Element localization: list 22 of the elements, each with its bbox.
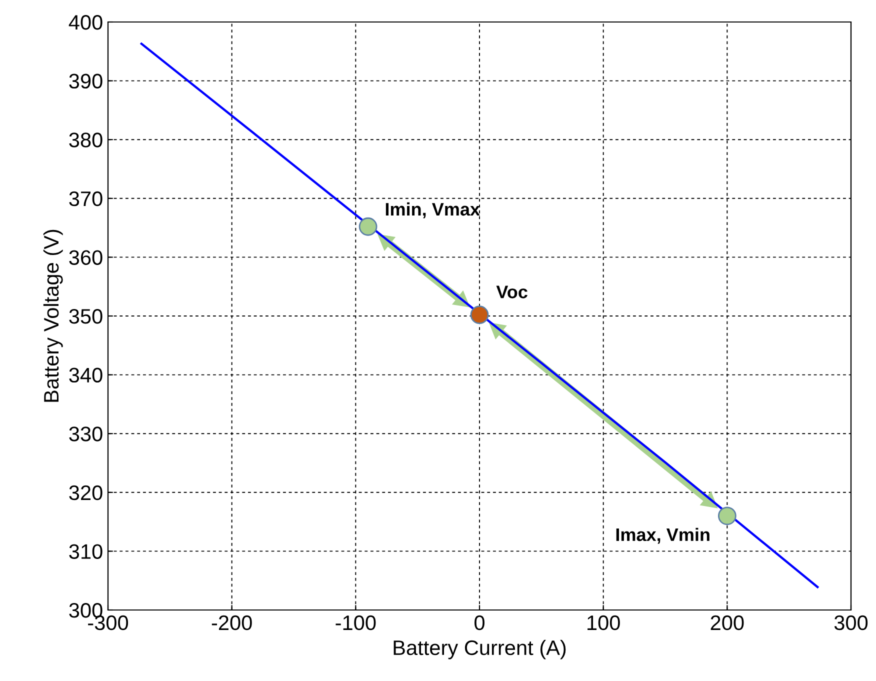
y-tick-label: 330 <box>69 426 102 442</box>
annotation: Imax, Vmin <box>616 528 710 544</box>
y-tick-label: 370 <box>69 191 102 206</box>
x-axis-title: Battery Current (A) <box>394 640 566 660</box>
x-tick-label: -100 <box>336 615 376 630</box>
line-series <box>140 42 819 588</box>
y-tick-label: 390 <box>69 74 102 89</box>
y-tick-label: 380 <box>69 132 102 148</box>
x-tick-label: -200 <box>212 615 252 630</box>
x-tick-label: 0 <box>474 615 484 630</box>
y-tick-label: 320 <box>69 485 102 500</box>
y-tick-label: 400 <box>68 15 102 30</box>
y-axis-title: Battery Voltage (V) <box>43 230 63 402</box>
y-tick-label: 360 <box>69 250 102 265</box>
annotation: Imin, Vmax <box>386 202 480 218</box>
x-tick-label: 200 <box>710 615 744 630</box>
y-tick-label: 340 <box>69 368 102 383</box>
x-tick-label: 100 <box>588 615 620 630</box>
y-tick-label: 310 <box>69 544 102 559</box>
annotation: Voc <box>496 286 528 298</box>
x-tick-label: 300 <box>834 615 868 630</box>
y-tick-label: 350 <box>69 309 102 324</box>
